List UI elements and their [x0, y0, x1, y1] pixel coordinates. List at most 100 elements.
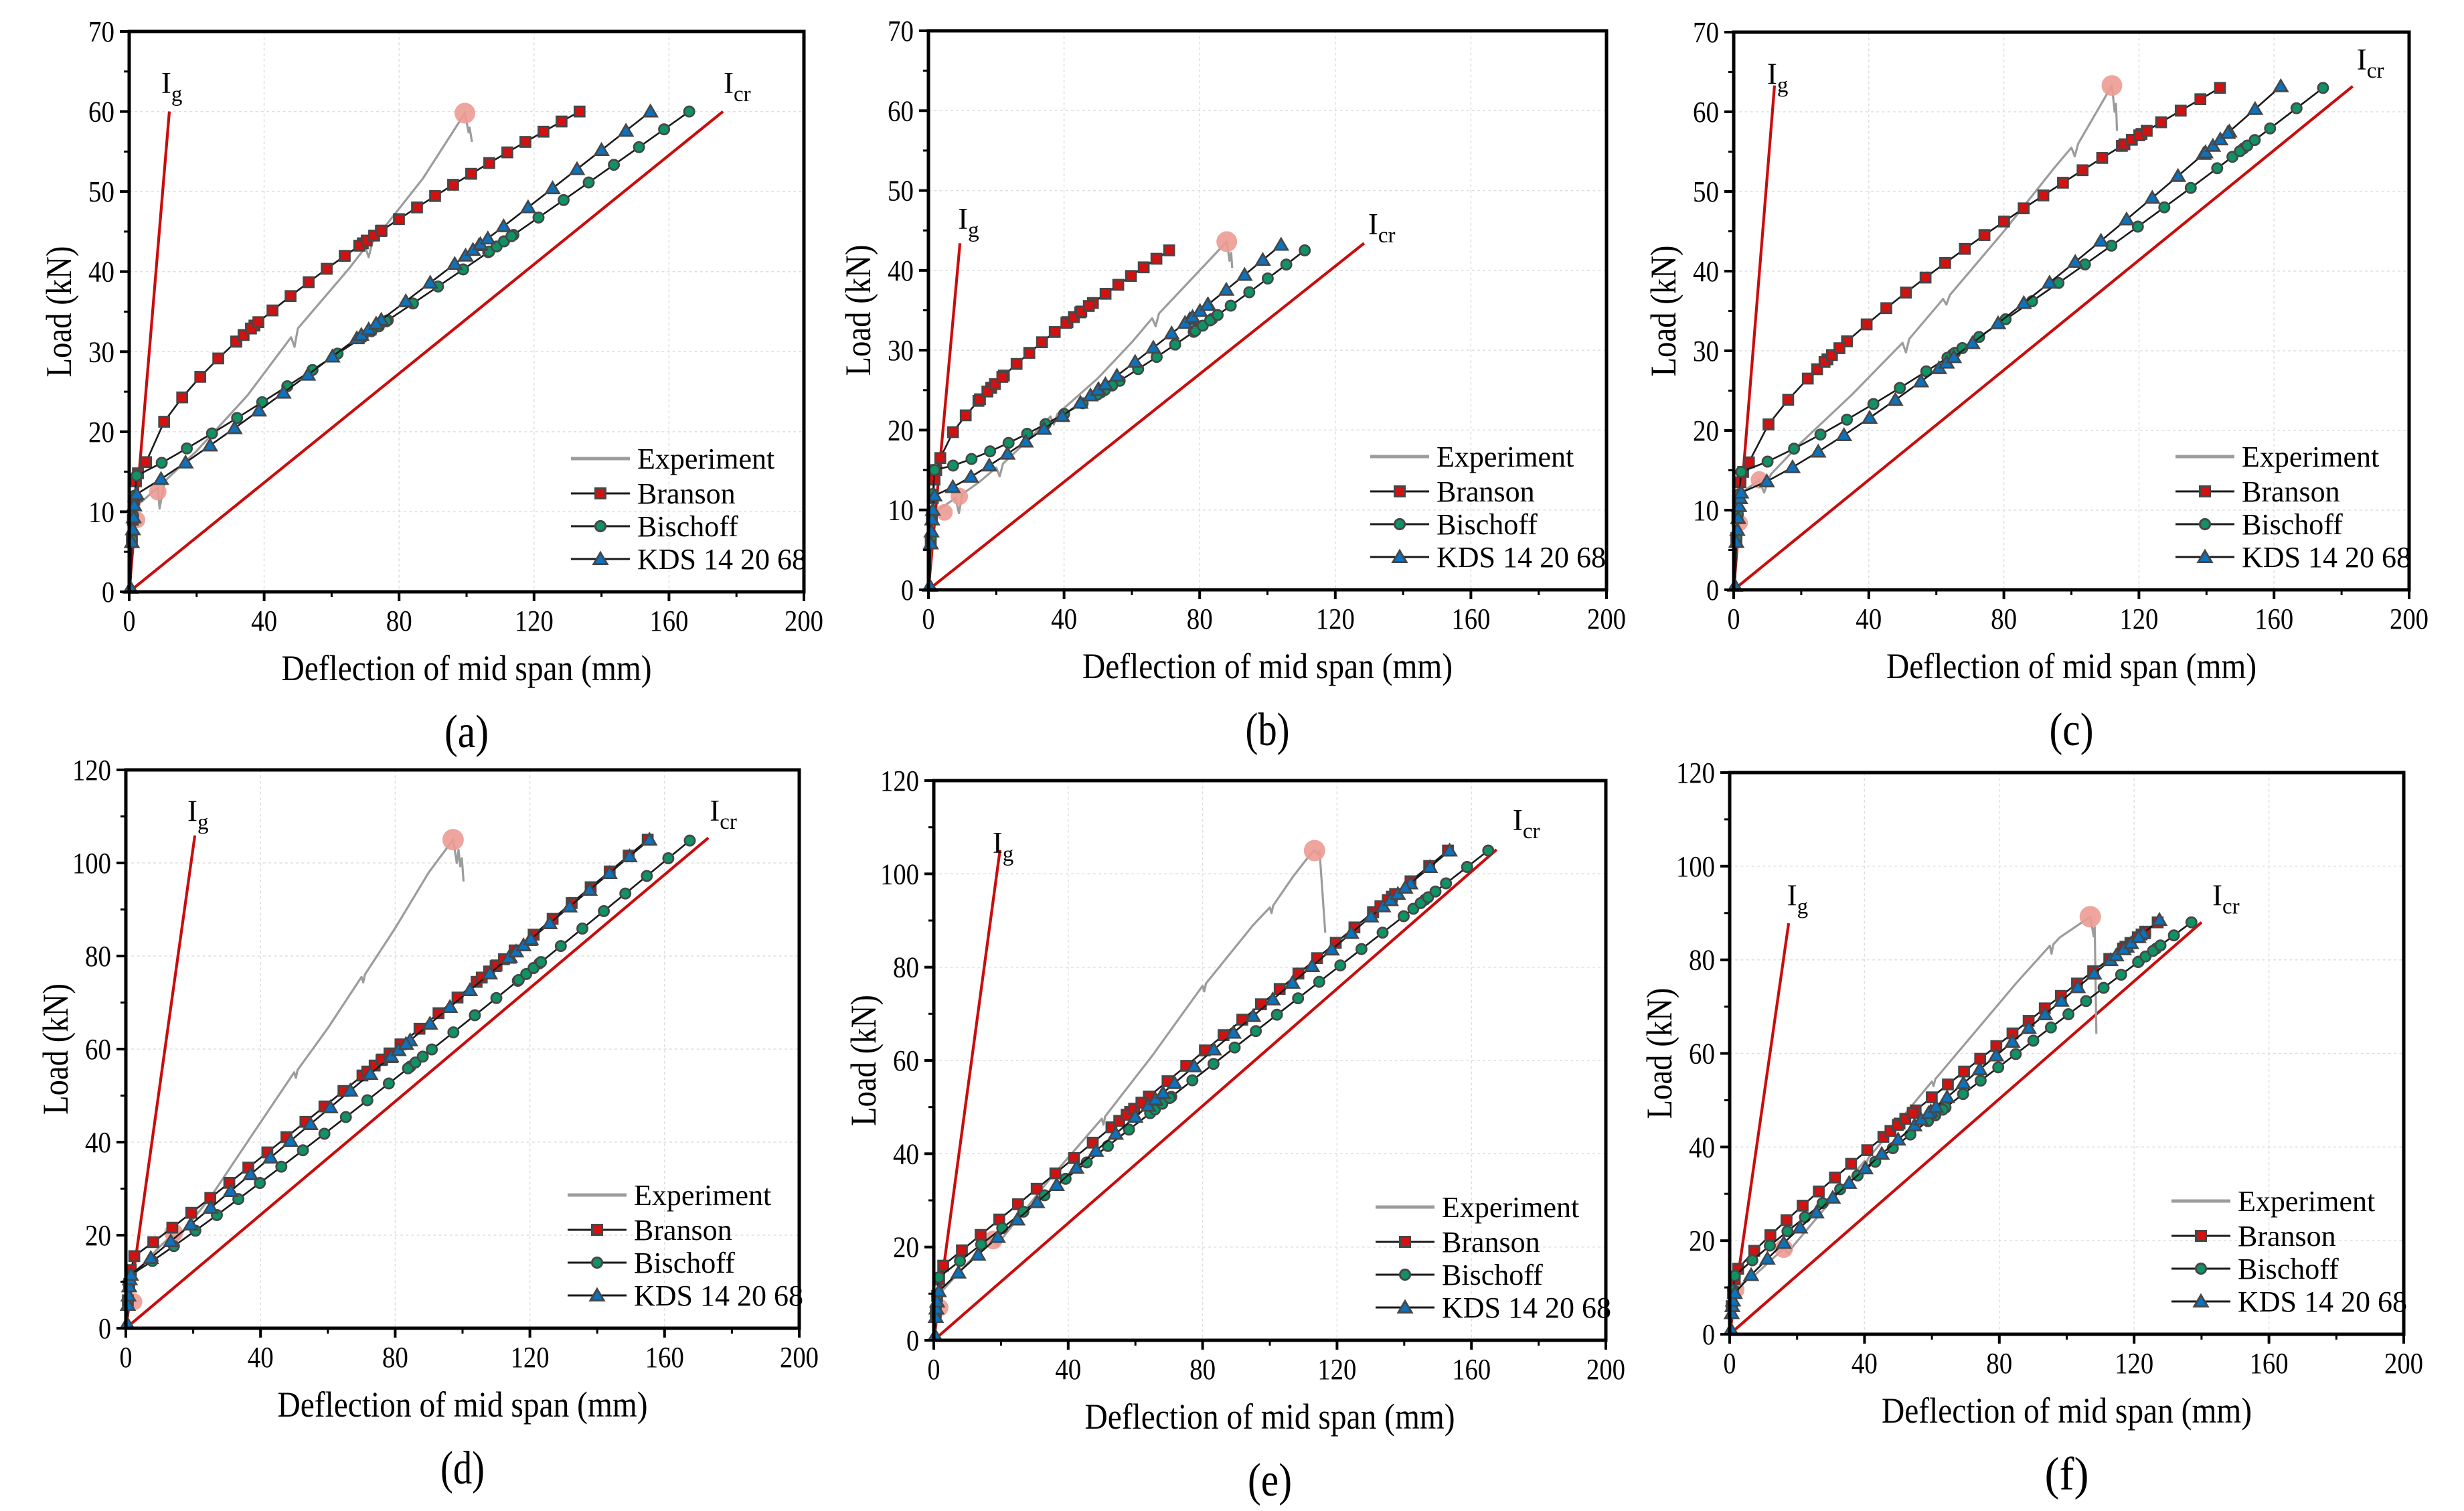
svg-text:Load (kN): Load (kN) [838, 245, 878, 376]
svg-text:50: 50 [88, 175, 114, 208]
svg-text:KDS 14 20 68: KDS 14 20 68 [637, 543, 807, 576]
svg-text:120: 120 [2119, 603, 2158, 635]
svg-text:60: 60 [893, 1044, 919, 1077]
svg-text:Branson: Branson [637, 477, 736, 510]
svg-text:70: 70 [888, 15, 914, 48]
svg-text:30: 30 [88, 335, 114, 368]
svg-text:0: 0 [98, 1312, 111, 1345]
svg-text:40: 40 [85, 1126, 111, 1159]
svg-text:160: 160 [2254, 603, 2293, 635]
svg-text:80: 80 [1991, 603, 2017, 635]
svg-text:30: 30 [888, 334, 914, 367]
svg-text:Bischoff: Bischoff [1436, 508, 1538, 541]
svg-text:Bischoff: Bischoff [2242, 508, 2343, 541]
svg-text:120: 120 [1317, 1353, 1356, 1386]
svg-text:0: 0 [928, 1353, 940, 1386]
svg-text:160: 160 [645, 1341, 684, 1374]
svg-text:40: 40 [1693, 255, 1719, 288]
svg-text:Branson: Branson [634, 1214, 732, 1247]
svg-text:60: 60 [1689, 1038, 1715, 1070]
svg-text:40: 40 [1856, 603, 1882, 635]
svg-text:Experiment: Experiment [1442, 1191, 1579, 1224]
svg-text:40: 40 [893, 1137, 919, 1170]
svg-text:40: 40 [888, 254, 914, 287]
svg-text:120: 120 [1316, 603, 1355, 635]
svg-text:KDS 14 20 68: KDS 14 20 68 [1442, 1291, 1611, 1324]
svg-text:Bischoff: Bischoff [1442, 1259, 1543, 1291]
svg-text:Experiment: Experiment [637, 443, 774, 475]
svg-text:Experiment: Experiment [2242, 441, 2379, 473]
svg-text:80: 80 [1689, 944, 1715, 977]
svg-text:100: 100 [1676, 850, 1715, 883]
svg-text:80: 80 [893, 951, 919, 984]
svg-text:KDS 14 20 68: KDS 14 20 68 [634, 1279, 803, 1312]
svg-text:Deflection of mid span (mm): Deflection of mid span (mm) [1882, 1390, 2252, 1431]
svg-text:120: 120 [2115, 1347, 2153, 1380]
svg-text:120: 120 [880, 765, 919, 797]
svg-text:60: 60 [88, 96, 114, 129]
svg-text:120: 120 [72, 754, 111, 787]
svg-text:(f): (f) [2045, 1449, 2089, 1500]
svg-text:40: 40 [248, 1341, 274, 1374]
svg-text:30: 30 [1693, 335, 1719, 368]
svg-text:80: 80 [85, 940, 111, 973]
svg-text:Experiment: Experiment [1436, 441, 1574, 473]
svg-text:40: 40 [251, 605, 277, 637]
svg-text:0: 0 [1706, 574, 1719, 607]
svg-text:Branson: Branson [1436, 475, 1535, 508]
svg-text:0: 0 [123, 605, 136, 637]
svg-text:0: 0 [901, 574, 914, 607]
svg-text:50: 50 [888, 175, 914, 208]
svg-text:Deflection of mid span (mm): Deflection of mid span (mm) [1886, 646, 2256, 686]
svg-text:20: 20 [1689, 1224, 1715, 1257]
svg-text:Branson: Branson [2238, 1220, 2336, 1253]
svg-text:100: 100 [72, 847, 111, 880]
svg-text:40: 40 [88, 256, 114, 289]
svg-text:(a): (a) [444, 706, 489, 758]
svg-text:160: 160 [1452, 1353, 1491, 1386]
svg-text:0: 0 [1724, 1347, 1736, 1380]
svg-text:70: 70 [88, 15, 114, 48]
svg-text:20: 20 [85, 1219, 111, 1252]
svg-text:40: 40 [1852, 1347, 1878, 1380]
svg-text:0: 0 [102, 576, 114, 609]
svg-text:200: 200 [2390, 603, 2429, 635]
svg-text:70: 70 [1693, 16, 1719, 49]
svg-text:160: 160 [2250, 1347, 2289, 1380]
svg-text:120: 120 [515, 605, 554, 637]
svg-text:160: 160 [649, 605, 688, 637]
svg-text:Bischoff: Bischoff [2238, 1253, 2339, 1285]
svg-text:Load (kN): Load (kN) [843, 995, 884, 1126]
svg-text:60: 60 [1693, 96, 1719, 129]
svg-text:20: 20 [1693, 414, 1719, 447]
svg-text:160: 160 [1451, 603, 1490, 635]
svg-text:200: 200 [1587, 603, 1626, 635]
svg-text:10: 10 [888, 494, 914, 527]
svg-text:KDS 14 20 68: KDS 14 20 68 [2238, 1285, 2407, 1318]
svg-text:KDS 14 20 68: KDS 14 20 68 [1436, 541, 1606, 574]
svg-text:0: 0 [922, 603, 935, 635]
svg-text:Deflection of mid span (mm): Deflection of mid span (mm) [278, 1384, 648, 1425]
svg-text:Load (kN): Load (kN) [35, 983, 76, 1115]
svg-text:Experiment: Experiment [634, 1179, 771, 1212]
svg-text:120: 120 [511, 1341, 550, 1374]
svg-text:Load (kN): Load (kN) [39, 246, 79, 378]
svg-text:60: 60 [888, 94, 914, 127]
svg-text:40: 40 [1051, 603, 1077, 635]
svg-text:100: 100 [880, 858, 919, 890]
svg-text:Load (kN): Load (kN) [1639, 988, 1679, 1119]
svg-text:Deflection of mid span (mm): Deflection of mid span (mm) [1082, 646, 1453, 686]
svg-text:120: 120 [1676, 757, 1715, 789]
svg-text:80: 80 [1986, 1347, 2012, 1380]
svg-text:0: 0 [1702, 1318, 1715, 1351]
svg-text:0: 0 [120, 1341, 133, 1374]
svg-text:Branson: Branson [1442, 1226, 1540, 1259]
svg-text:(d): (d) [440, 1443, 485, 1494]
svg-text:10: 10 [88, 495, 114, 528]
svg-text:80: 80 [1187, 603, 1213, 635]
svg-text:0: 0 [1728, 603, 1740, 635]
svg-text:60: 60 [85, 1033, 111, 1066]
svg-text:200: 200 [2384, 1347, 2423, 1380]
svg-text:(c): (c) [2050, 704, 2094, 756]
svg-text:0: 0 [906, 1324, 919, 1357]
